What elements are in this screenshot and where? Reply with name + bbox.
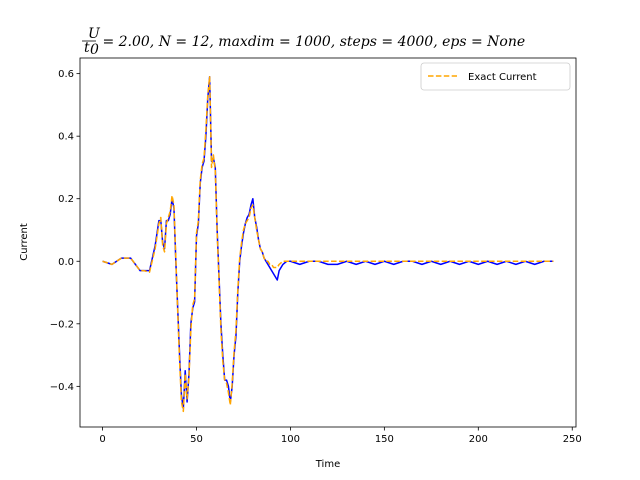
x-tick-label: 150 (375, 434, 394, 445)
x-tick-label: 250 (563, 434, 582, 445)
plot-area (79, 57, 577, 428)
y-tick-label: 0.2 (58, 194, 74, 205)
legend-box (420, 62, 571, 91)
series-line-exact-current (102, 76, 554, 413)
title-fraction-denominator-subscript: 0 (90, 42, 99, 58)
y-axis-label: Current (19, 223, 30, 261)
title-text: = 2.00, N = 12, maxdim = 1000, steps = 4… (98, 34, 525, 50)
y-tick-label: 0.4 (58, 132, 74, 143)
y-tick-label: −0.2 (50, 319, 74, 330)
x-axis: 0 50 100 150 200 250 (99, 427, 582, 445)
y-axis: −0.4 −0.2 0.0 0.2 0.4 0.6 (50, 69, 80, 393)
chart-title: U t 0 = 2.00, N = 12, maxdim = 1000, ste… (82, 26, 525, 58)
series-layer (102, 76, 554, 413)
legend-label-exact-current: Exact Current (468, 72, 537, 83)
x-tick-label: 200 (469, 434, 488, 445)
x-tick-label: 100 (281, 434, 300, 445)
title-fraction-numerator: U (88, 26, 101, 42)
y-tick-label: 0.6 (58, 69, 74, 80)
title-fraction-denominator: t (84, 40, 90, 56)
y-tick-label: −0.4 (50, 382, 74, 393)
x-tick-label: 50 (190, 434, 203, 445)
x-axis-label: Time (315, 459, 340, 470)
y-tick-label: 0.0 (58, 257, 74, 268)
x-tick-label: 0 (99, 434, 105, 445)
legend: Exact Current (420, 62, 571, 91)
plot-frame (79, 57, 577, 428)
